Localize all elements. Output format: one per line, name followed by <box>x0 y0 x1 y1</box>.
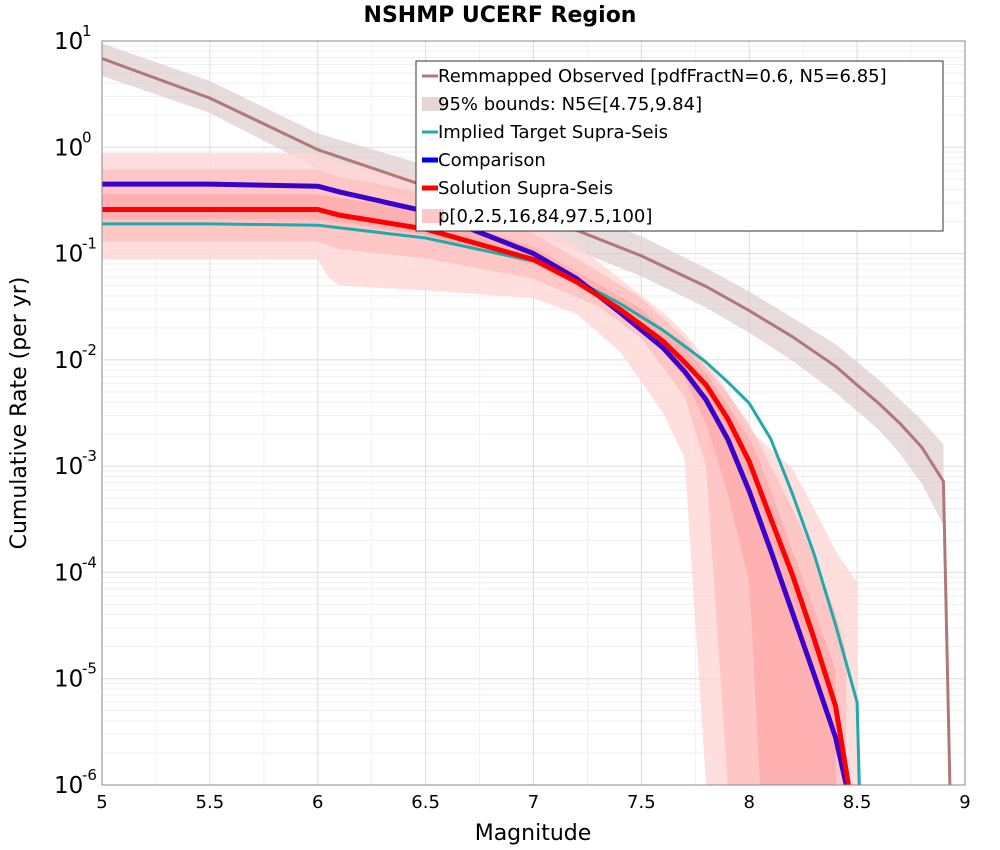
legend-swatch <box>422 97 444 111</box>
legend-label: p[0,2.5,16,84,97.5,100] <box>438 206 652 227</box>
y-tick-exponent: -1 <box>82 235 97 253</box>
legend-swatch <box>422 209 444 223</box>
legend-label: Solution Supra-Seis <box>438 178 613 199</box>
y-tick-exponent: -2 <box>82 341 97 359</box>
uncertainty-bands <box>102 43 944 785</box>
legend: Remmapped Observed [pdfFractN=0.6, N5=6.… <box>415 60 944 232</box>
x-tick-label: 5 <box>96 792 107 813</box>
y-tick-exponent: -6 <box>82 766 97 784</box>
y-tick-label: 10 <box>54 454 83 480</box>
y-tick-label: 10 <box>54 135 83 161</box>
x-tick-label: 9 <box>959 792 970 813</box>
legend-box <box>415 60 944 232</box>
y-axis-label: Cumulative Rate (per yr) <box>7 277 32 550</box>
band-p16-p84 <box>102 194 836 785</box>
y-tick-label: 10 <box>54 773 83 799</box>
series-line-2 <box>102 181 849 786</box>
x-tick-label: 7 <box>528 792 539 813</box>
y-tick-exponent: -4 <box>82 553 97 571</box>
x-tick-label: 6 <box>312 792 323 813</box>
x-tick-label: 5.5 <box>196 792 225 813</box>
series-line-3 <box>102 207 851 786</box>
plot-frame <box>101 40 966 786</box>
legend-label: 95% bounds: N5∈[4.75,9.84] <box>438 94 702 115</box>
x-tick-label: 7.5 <box>627 792 656 813</box>
x-tick-label: 6.5 <box>411 792 440 813</box>
y-tick-label: 10 <box>54 242 83 268</box>
y-tick-exponent: -3 <box>82 447 97 465</box>
data-series <box>101 57 952 786</box>
x-tick-label: 8.5 <box>843 792 872 813</box>
y-tick-exponent: 0 <box>82 128 92 146</box>
y-tick-exponent: -5 <box>82 660 97 678</box>
series-line-0 <box>101 57 952 786</box>
series-line-1 <box>102 222 861 786</box>
y-tick-label: 10 <box>54 560 83 586</box>
legend-label: Implied Target Supra-Seis <box>438 122 668 143</box>
chart-title: NSHMP UCERF Region <box>364 3 637 28</box>
band-p2-5-p97-5 <box>102 169 847 785</box>
legend-label: Remmapped Observed [pdfFractN=0.6, N5=6.… <box>438 66 887 87</box>
y-tick-label: 10 <box>54 29 83 55</box>
x-axis-label: Magnitude <box>475 821 592 846</box>
x-tick-labels: 5 5.5 6 6.5 7 7.5 8 8.5 9 <box>96 792 970 813</box>
y-tick-exponent: 1 <box>82 22 92 40</box>
y-tick-label: 10 <box>54 667 83 693</box>
y-tick-label: 10 <box>54 348 83 374</box>
legend-label: Comparison <box>438 150 546 171</box>
x-tick-label: 8 <box>744 792 755 813</box>
